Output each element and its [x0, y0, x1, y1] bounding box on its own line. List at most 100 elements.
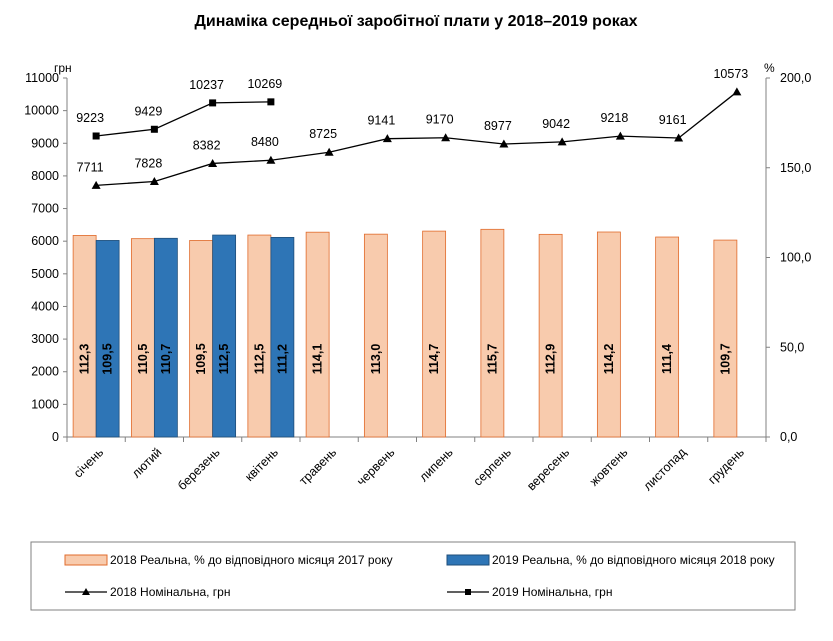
left-tick-label: 5000 — [31, 267, 59, 281]
category-label: серпень — [471, 445, 514, 488]
line-2018-nominal — [96, 91, 738, 186]
point-label-2018-nominal: 8382 — [193, 138, 221, 152]
bar-2018-real — [596, 231, 621, 438]
bar-2018-real — [189, 240, 214, 438]
point-2018-nominal — [266, 155, 276, 164]
point-2018-nominal — [557, 137, 567, 146]
bar-label-2019-real: 111,2 — [275, 344, 289, 374]
point-2019-nominal — [267, 98, 275, 106]
left-tick-label: 4000 — [31, 299, 59, 313]
chart-title: Динаміка середньої заробітної плати у 20… — [194, 13, 637, 30]
left-tick-label: 7000 — [31, 202, 59, 216]
point-2018-nominal — [324, 147, 334, 156]
left-tick-label: 3000 — [31, 332, 59, 346]
left-tick-label: 8000 — [31, 169, 59, 183]
point-label-2018-nominal: 9170 — [426, 113, 454, 127]
left-tick-label: 2000 — [31, 365, 59, 379]
point-label-2018-nominal: 8725 — [309, 127, 337, 141]
legend-frame — [30, 541, 796, 611]
legend-label-2018-real: 2018 Реальна, % до відповідного місяця 2… — [110, 553, 393, 567]
lines — [91, 87, 742, 189]
bar-label-2018-real: 114,2 — [602, 344, 616, 375]
category-label: жовтень — [587, 445, 631, 489]
legend-swatch-2018-real — [64, 554, 108, 566]
bars — [72, 228, 738, 438]
category-label: березень — [175, 445, 223, 493]
category-label: червень — [354, 445, 397, 488]
point-2018-nominal — [382, 134, 392, 143]
point-2018-nominal — [674, 133, 684, 142]
bar-label-2018-real: 112,3 — [78, 344, 92, 375]
bar-2019-real — [270, 236, 295, 438]
right-tick-label: 200,0 — [780, 71, 811, 85]
bar-label-2018-real: 114,7 — [427, 344, 441, 375]
legend-label-2018-nominal: 2018 Номінальна, грн — [110, 585, 231, 599]
legend: 2018 Реальна, % до відповідного місяця 2… — [30, 541, 796, 611]
bar-labels: 112,3 110,5 109,5 112,5 114,1 113,0 114,7 115,7… — [78, 343, 733, 374]
point-label-2019-nominal: 10269 — [247, 77, 282, 91]
left-tick-label: 6000 — [31, 234, 59, 248]
point-2019-nominal — [92, 132, 100, 140]
point-label-2019-nominal: 10237 — [189, 78, 224, 92]
legend-label-2019-real: 2019 Реальна, % до відповідного місяця 2… — [492, 553, 775, 567]
bar-2018-real — [72, 235, 97, 438]
bar-2018-real — [247, 234, 272, 438]
bar-label-2019-real: 112,5 — [217, 344, 231, 375]
bar-2018-real — [363, 233, 388, 438]
category-label: грудень — [705, 445, 747, 487]
bar-label-2018-real: 111,4 — [660, 344, 674, 374]
point-label-2018-nominal: 9042 — [542, 117, 570, 131]
category-label: вересень — [524, 445, 572, 493]
left-tick-label: 9000 — [31, 136, 59, 150]
bar-2018-real — [130, 238, 155, 438]
bar-label-2018-real: 114,1 — [311, 344, 325, 375]
left-tick-label: 1000 — [31, 397, 59, 411]
right-tick-label: 50,0 — [780, 340, 804, 354]
bar-2018-real — [538, 233, 563, 438]
category-label: травень — [296, 445, 339, 488]
point-label-2018-nominal: 9161 — [659, 113, 687, 127]
point-label-2018-nominal: 7711 — [77, 160, 104, 174]
point-label-2019-nominal: 9429 — [134, 104, 162, 118]
point-2018-nominal — [91, 180, 101, 189]
bar-2019-real — [212, 234, 237, 438]
right-tick-label: 150,0 — [780, 161, 811, 175]
bar-label-2018-real: 110,5 — [136, 344, 150, 375]
bar-label-2019-real: 109,5 — [101, 343, 115, 374]
legend-marker-2019-nominal — [465, 589, 471, 595]
left-tick-label: 10000 — [24, 104, 59, 118]
bar-label-2018-real: 112,5 — [252, 344, 266, 375]
axes: 0 1000 2000 3000 4000 5000 6000 7000 8000 9000 100… — [24, 71, 811, 444]
point-label-2018-nominal: 9218 — [600, 111, 628, 125]
category-label: листопад — [641, 445, 690, 494]
point-2018-nominal — [732, 87, 742, 96]
legend-swatch-2019-real — [446, 554, 490, 566]
bar-2019-real — [95, 240, 120, 438]
bar-2018-real — [422, 230, 447, 438]
bar-2019-real — [153, 237, 178, 438]
point-2018-nominal — [149, 177, 159, 186]
bar-label-2018-real: 113,0 — [369, 344, 383, 375]
bar-label-2018-real: 109,5 — [194, 343, 208, 374]
category-label: квітень — [242, 445, 281, 484]
point-2019-nominal — [150, 125, 158, 133]
point-label-2018-nominal: 10573 — [713, 67, 748, 81]
point-label-2018-nominal: 9141 — [367, 114, 395, 128]
bar-2018-real — [480, 228, 505, 438]
left-axis-unit: грн — [54, 61, 72, 75]
bar-2018-real — [713, 239, 738, 438]
category-label: січень — [71, 445, 106, 480]
point-label-2019-nominal: 9223 — [76, 111, 104, 125]
point-2019-nominal — [209, 99, 217, 107]
category-labels: січень лютий березень квітень травень червень… — [71, 445, 747, 494]
left-tick-label: 0 — [52, 430, 59, 444]
category-label: липень — [417, 445, 456, 484]
point-label-2018-nominal: 8480 — [251, 135, 279, 149]
bar-2018-real — [305, 231, 330, 438]
bar-label-2018-real: 112,9 — [544, 344, 558, 375]
legend-label-2019-nominal: 2019 Номінальна, грн — [492, 585, 613, 599]
point-labels: 7711 7828 8382 8480 8725 9141 9170 8977 9042 9218… — [76, 67, 748, 174]
point-2018-nominal — [441, 133, 451, 142]
category-label: лютий — [129, 445, 164, 480]
